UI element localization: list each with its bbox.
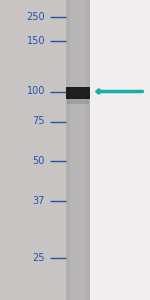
Bar [66,87,90,99]
Bar [90,0,150,300]
Text: 250: 250 [26,11,45,22]
Text: 37: 37 [33,196,45,206]
Text: 25: 25 [33,253,45,263]
Text: 150: 150 [27,35,45,46]
Text: 50: 50 [33,155,45,166]
Text: 75: 75 [33,116,45,127]
Bar [66,0,90,300]
Bar [70,0,86,300]
Text: 100: 100 [27,86,45,97]
Bar [67,98,89,104]
